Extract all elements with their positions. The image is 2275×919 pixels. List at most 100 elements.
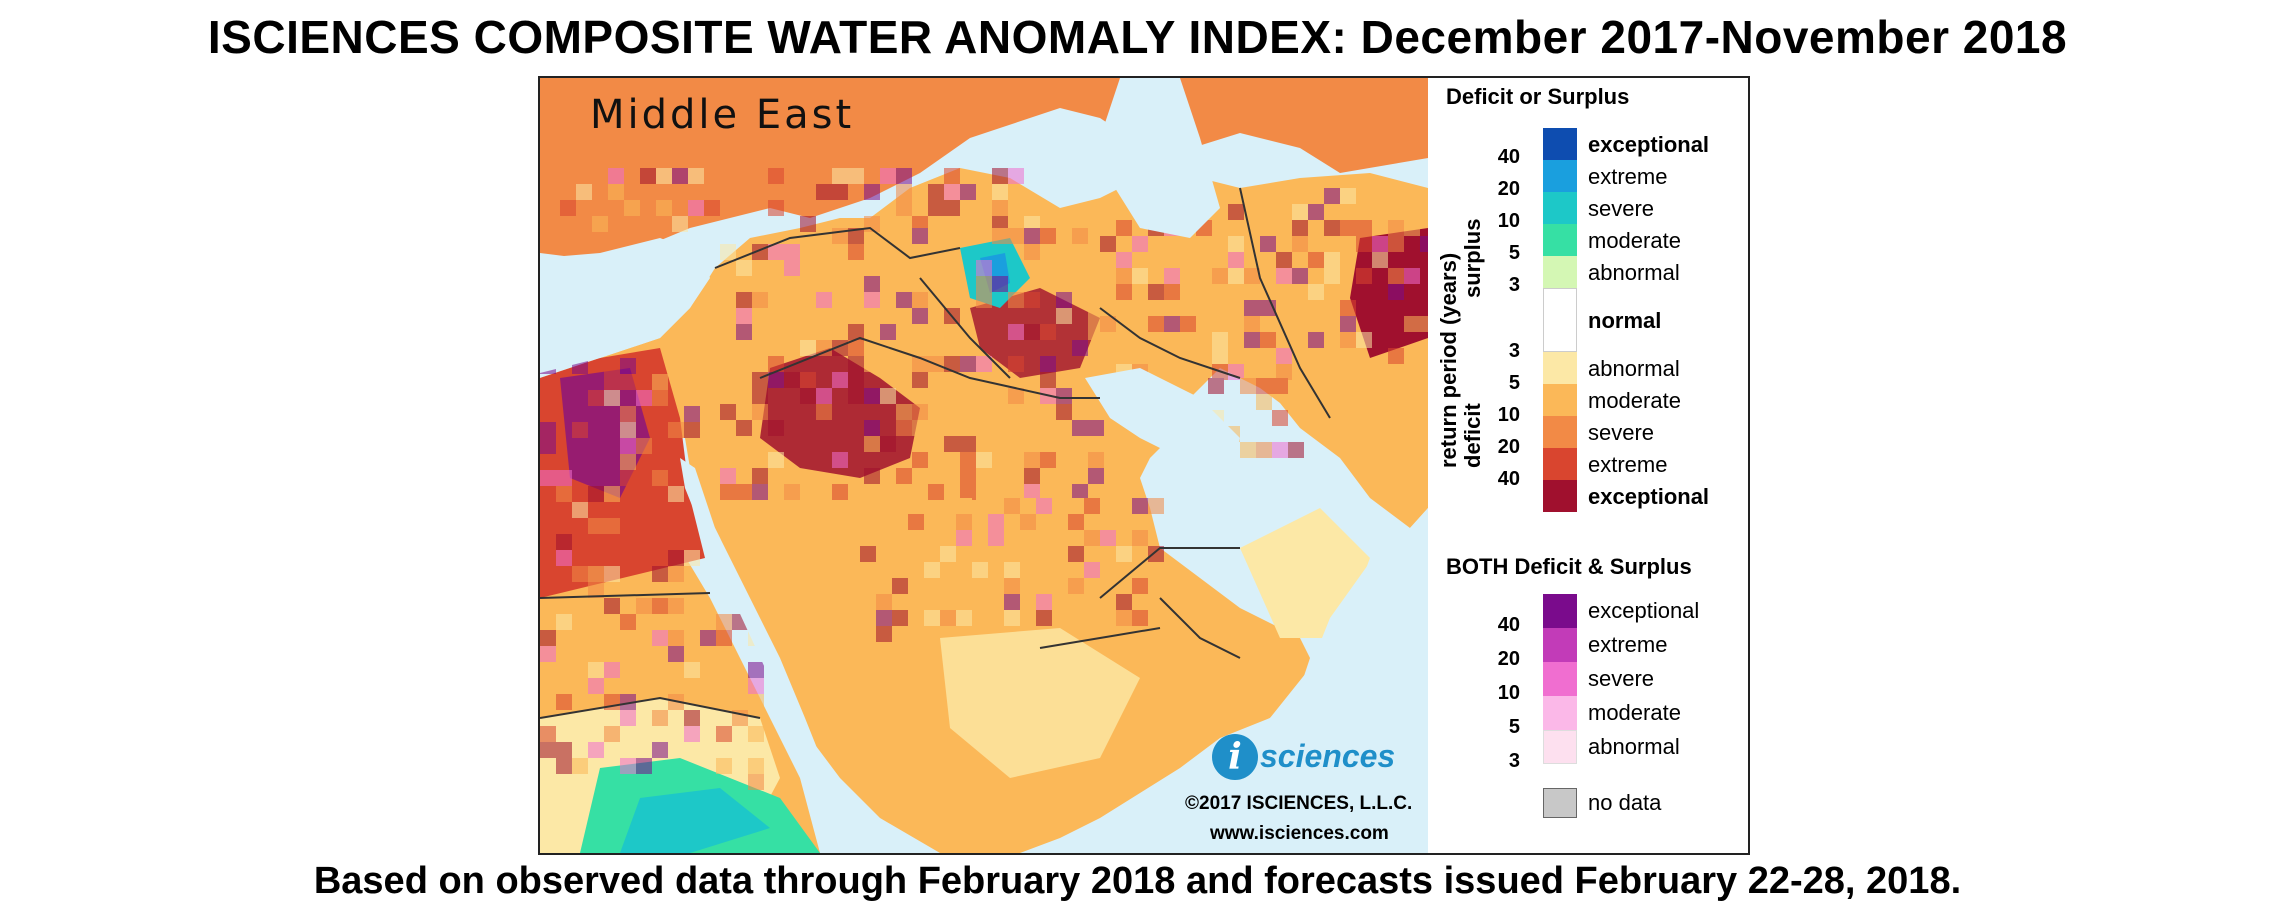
grid-cell: [928, 184, 944, 200]
grid-cell: [1356, 332, 1372, 348]
grid-cell: [608, 184, 624, 200]
grid-cell: [860, 562, 876, 578]
legend-label: exceptional: [1588, 598, 1700, 623]
grid-cell: [556, 534, 572, 550]
grid-cell: [1008, 356, 1024, 372]
grid-cell: [720, 244, 736, 260]
legend-tick: 3: [1508, 750, 1520, 772]
grid-cell: [1056, 404, 1072, 420]
grid-cell: [604, 518, 620, 534]
legend-tick: 40: [1497, 614, 1520, 636]
copyright-text: ©2017 ISCIENCES, L.L.C.: [1185, 793, 1413, 814]
grid-cell: [620, 438, 636, 454]
grid-cell: [1256, 442, 1272, 458]
grid-cell: [668, 646, 684, 662]
grid-cell: [1292, 236, 1308, 252]
grid-cell: [816, 404, 832, 420]
grid-cell: [896, 168, 912, 184]
grid-cell: [1240, 378, 1256, 394]
grid-cell: [1116, 220, 1132, 236]
grid-cell: [688, 200, 704, 216]
patch-yemen-abnormal: [940, 628, 1140, 778]
swatch-surplus-exceptional: [1543, 128, 1577, 160]
grid-cell: [928, 228, 944, 244]
grid-cell: [912, 452, 928, 468]
grid-cell: [1068, 578, 1084, 594]
grid-cell: [864, 388, 880, 404]
grid-cell: [684, 550, 700, 566]
grid-cell: [1036, 594, 1052, 610]
grid-cell: [716, 726, 732, 742]
grid-cell: [668, 566, 684, 582]
grid-cell: [752, 484, 768, 500]
grid-cell: [1164, 284, 1180, 300]
grid-cell: [800, 372, 816, 388]
grid-cell: [556, 550, 572, 566]
grid-cell: [672, 168, 688, 184]
grid-cell: [1308, 284, 1324, 300]
grid-cell: [1388, 220, 1404, 236]
map-frame: Middle East i sciences ©2017 ISCIENCES, …: [538, 76, 1750, 855]
grid-cell: [864, 436, 880, 452]
grid-cell: [912, 292, 928, 308]
swatch-deficit-moderate: [1543, 384, 1577, 416]
grid-cell: [1388, 236, 1404, 252]
grid-cell: [1072, 484, 1088, 500]
grid-cell: [1340, 300, 1356, 316]
legend-label: exceptional: [1588, 484, 1710, 509]
grid-cell: [1212, 348, 1228, 364]
website-link[interactable]: www.isciences.com: [1210, 823, 1389, 844]
grid-cell: [1024, 452, 1040, 468]
grid-cell: [1024, 484, 1040, 500]
legend-tick: 3: [1508, 274, 1520, 296]
swatch-surplus-extreme: [1543, 160, 1577, 192]
grid-cell: [540, 630, 556, 646]
grid-cell: [1256, 378, 1272, 394]
grid-cell: [652, 710, 668, 726]
grid-cell: [636, 742, 652, 758]
grid-cell: [684, 726, 700, 742]
anomaly-map[interactable]: Middle East i sciences ©2017 ISCIENCES, …: [540, 78, 1428, 853]
grid-cell: [704, 200, 720, 216]
grid-cell: [656, 200, 672, 216]
grid-cell: [620, 614, 636, 630]
grid-cell: [816, 340, 832, 356]
grid-cell: [556, 742, 572, 758]
legend-label: severe: [1588, 666, 1655, 691]
grid-cell: [768, 200, 784, 216]
grid-cell: [1244, 332, 1260, 348]
swatch-deficit-severe: [1543, 416, 1577, 448]
grid-cell: [620, 694, 636, 710]
grid-cell: [976, 484, 992, 500]
grid-cell: [1088, 420, 1104, 436]
grid-cell: [1040, 228, 1056, 244]
grid-cell: [1068, 514, 1084, 530]
grid-cell: [912, 372, 928, 388]
grid-cell: [1024, 292, 1040, 308]
grid-cell: [976, 260, 992, 276]
grid-cell: [720, 484, 736, 500]
grid-cell: [1008, 168, 1024, 184]
grid-cell: [1040, 452, 1056, 468]
grid-cell: [956, 578, 972, 594]
grid-cell: [652, 390, 668, 406]
grid-cell: [1068, 546, 1084, 562]
grid-cell: [640, 168, 656, 184]
grid-cell: [960, 452, 976, 468]
grid-cell: [748, 694, 764, 710]
grid-cell: [956, 498, 972, 514]
swatch-both-exceptional: [1543, 594, 1577, 628]
grid-cell: [944, 356, 960, 372]
grid-cell: [1084, 498, 1100, 514]
grid-cell: [1404, 268, 1420, 284]
grid-cell: [1244, 316, 1260, 332]
grid-cell: [620, 454, 636, 470]
grid-cell: [752, 468, 768, 484]
swatch-deficit-exceptional: [1543, 480, 1577, 512]
grid-cell: [972, 562, 988, 578]
grid-cell: [620, 470, 636, 486]
grid-cell: [880, 324, 896, 340]
grid-cell: [636, 390, 652, 406]
grid-cell: [540, 422, 556, 438]
grid-cell: [1148, 316, 1164, 332]
